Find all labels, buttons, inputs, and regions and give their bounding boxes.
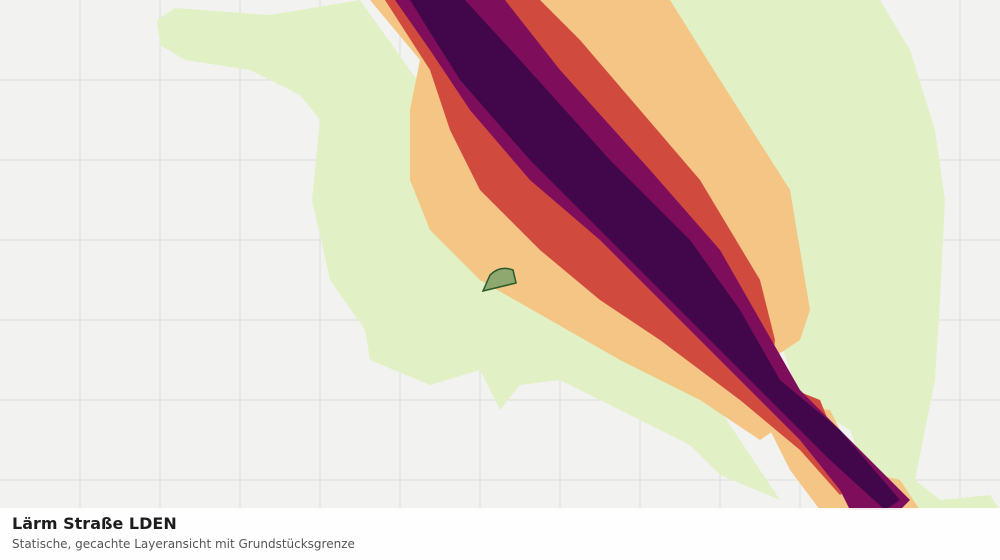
layer-subtitle: Statische, gecachte Layeransicht mit Gru… <box>12 537 355 551</box>
caption-panel <box>0 508 1000 560</box>
noise-zone-low <box>670 0 1000 510</box>
layer-title: Lärm Straße LDEN <box>12 514 177 533</box>
noise-layer <box>157 0 1000 510</box>
parcel-boundary <box>481 267 517 293</box>
noise-zone-extreme <box>410 0 900 510</box>
